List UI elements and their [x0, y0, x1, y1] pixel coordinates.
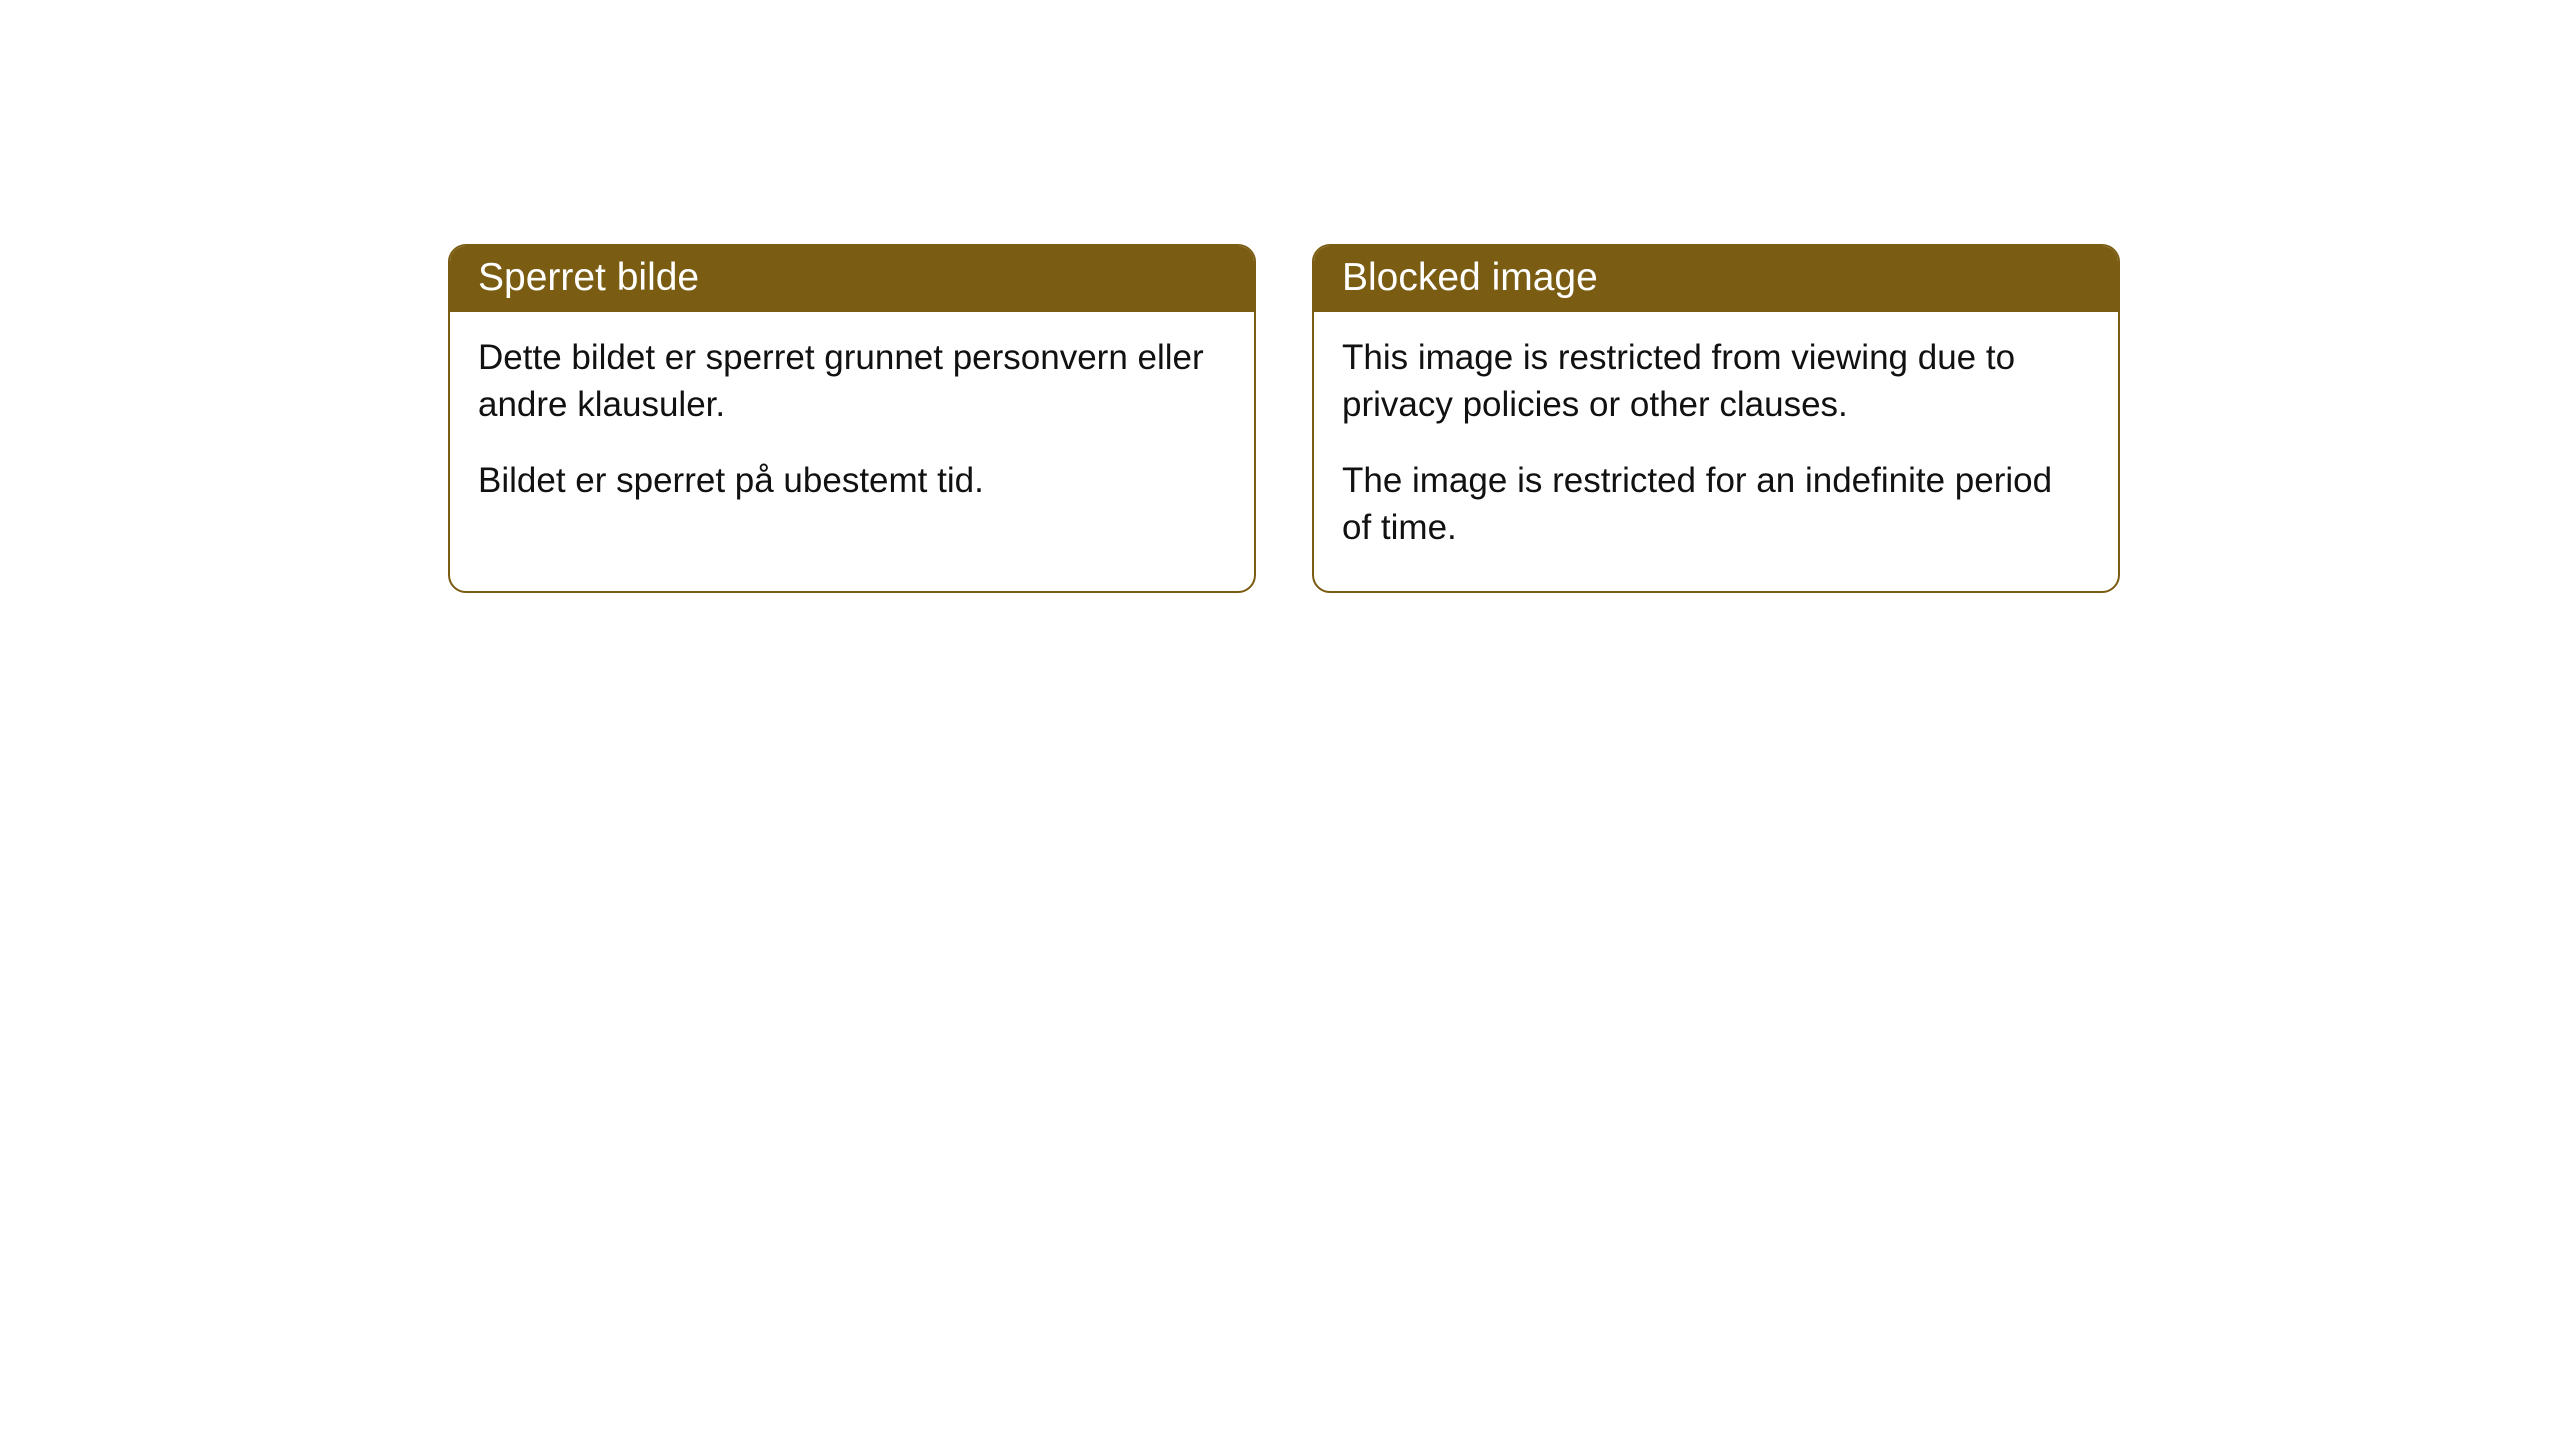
card-header-norwegian: Sperret bilde	[450, 246, 1254, 312]
notice-cards-container: Sperret bilde Dette bildet er sperret gr…	[0, 0, 2560, 593]
card-body-english: This image is restricted from viewing du…	[1314, 312, 2118, 591]
card-header-english: Blocked image	[1314, 246, 2118, 312]
blocked-image-card-english: Blocked image This image is restricted f…	[1312, 244, 2120, 593]
card-paragraph-2-english: The image is restricted for an indefinit…	[1342, 457, 2090, 552]
blocked-image-card-norwegian: Sperret bilde Dette bildet er sperret gr…	[448, 244, 1256, 593]
card-body-norwegian: Dette bildet er sperret grunnet personve…	[450, 312, 1254, 544]
card-paragraph-1-norwegian: Dette bildet er sperret grunnet personve…	[478, 334, 1226, 429]
card-paragraph-1-english: This image is restricted from viewing du…	[1342, 334, 2090, 429]
card-paragraph-2-norwegian: Bildet er sperret på ubestemt tid.	[478, 457, 1226, 504]
